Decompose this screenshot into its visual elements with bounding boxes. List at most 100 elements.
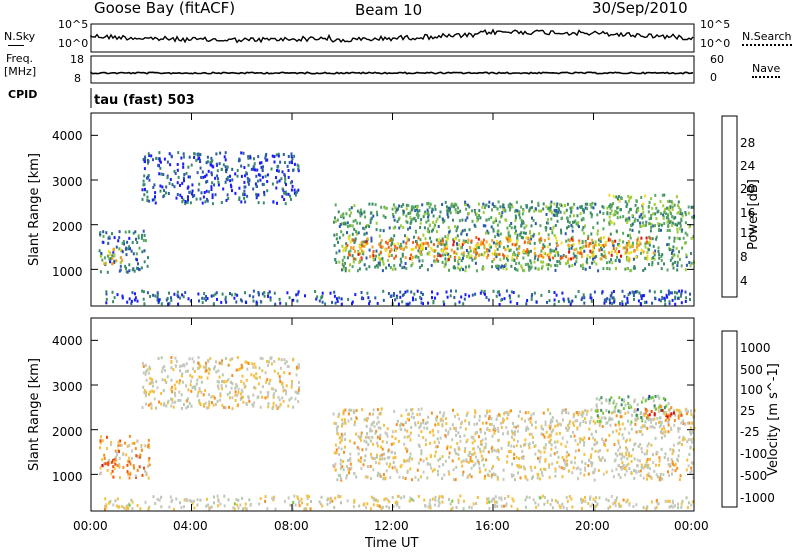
velocity-cell [344,437,347,441]
power-cell [159,189,162,193]
velocity-cell [644,411,647,415]
velocity-cell [669,463,672,467]
velocity-cell [305,507,308,511]
velocity-cell [375,429,378,433]
velocity-cell [628,405,631,409]
velocity-cell [622,464,625,467]
power-cell [412,205,415,209]
power-cell [537,201,540,205]
velocity-cell [622,436,625,440]
velocity-cell [621,454,624,458]
power-cell [431,296,433,300]
power-cell [263,190,266,194]
power-cell [426,241,429,245]
velocity-cell [614,405,617,409]
velocity-cell [486,497,489,501]
velocity-cell [394,429,397,433]
power-cell [528,268,531,272]
power-cell [578,225,580,229]
velocity-cell [441,423,444,427]
power-cell [134,230,137,234]
power-cell [630,268,633,272]
velocity-cell [680,421,683,425]
power-cbar-label: Power [dB] [745,179,761,250]
power-cell [396,246,399,250]
power-cell [454,208,457,212]
velocity-cell [637,470,640,473]
power-cell [284,161,286,164]
velocity-cell [448,497,450,501]
power-cell [444,253,447,257]
power-cell [341,258,344,262]
velocity-cell [386,498,389,502]
velocity-cell [99,472,101,476]
velocity-cell [409,452,412,456]
power-cell [147,152,150,156]
velocity-cell [245,507,248,511]
velocity-cell [505,504,508,508]
velocity-cell [274,507,277,511]
velocity-cell [105,505,108,509]
power-cell [255,300,258,304]
velocity-cell [284,361,287,365]
velocity-cell [622,407,625,411]
velocity-cell [106,468,109,472]
power-cell [144,157,146,161]
power-cell [247,163,250,167]
power-cell [627,194,630,198]
velocity-cell [625,439,627,443]
power-cell [220,201,223,204]
velocity-cell [478,415,481,418]
velocity-cell [268,382,271,386]
velocity-cell [468,451,471,455]
power-cell [635,256,638,259]
velocity-cell [569,419,572,423]
velocity-cell [442,413,445,417]
velocity-cell [540,424,543,428]
power-cell [474,292,477,296]
power-cell [608,193,611,197]
power-cell [528,239,531,243]
velocity-cell [682,419,685,423]
velocity-cell [298,366,300,370]
power-cell [457,206,459,210]
power-cell [412,296,414,300]
power-cell [545,205,548,209]
velocity-cell [595,403,598,407]
velocity-cell [204,401,207,405]
velocity-cell [375,422,378,426]
power-cell [243,196,246,200]
velocity-cell [178,379,181,383]
power-cell [102,230,105,234]
power-cell [482,241,484,245]
velocity-cell [506,455,509,458]
power-cell [429,236,432,240]
velocity-cell [542,427,545,431]
power-cell [128,269,131,273]
velocity-cell [490,417,493,421]
power-cell [240,151,243,155]
velocity-cell [643,424,646,428]
velocity-cell [197,361,200,365]
power-cell [136,258,138,262]
velocity-cell [664,412,667,416]
power-cell [205,161,208,165]
power-cell [590,203,593,207]
power-cell [617,195,620,199]
velocity-cell [624,473,627,477]
velocity-cell [200,390,203,394]
velocity-cell [667,470,669,474]
power-cell [454,302,457,306]
velocity-cell [360,456,363,460]
velocity-cell [629,438,632,442]
velocity-cell [378,461,381,465]
power-cell [130,301,133,305]
power-cell [502,266,505,270]
power-cell [582,226,585,229]
power-cell [224,298,227,301]
velocity-cell [547,408,549,412]
power-cell [171,183,174,187]
power-cell [442,300,445,304]
velocity-cell [605,409,608,412]
velocity-cell [237,368,240,372]
